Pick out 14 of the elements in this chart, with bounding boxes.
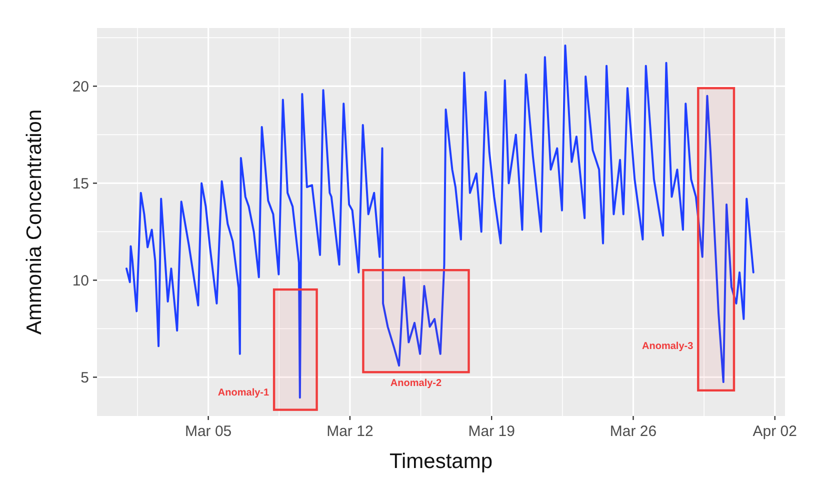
x-tick-label: Apr 02 [752,423,797,440]
band-label: Anomaly-3 [642,340,694,352]
x-tick-label: Mar 05 [184,423,232,440]
band-label: Anomaly-1 [218,387,270,398]
x-tick-label: Mar 26 [610,423,657,440]
y-tick-label: 20 [72,78,89,96]
y-axis-title: Ammonia Concentration [23,109,46,335]
x-axis-title: Timestamp [389,450,493,473]
band-label: Anomaly-2 [390,378,442,389]
y-tick-label: 10 [72,272,89,290]
x-tick-label: Mar 19 [468,423,515,440]
x-tick-label: Mar 12 [326,423,374,440]
y-tick-label: 5 [80,369,89,386]
y-tick-label: 15 [72,175,89,192]
